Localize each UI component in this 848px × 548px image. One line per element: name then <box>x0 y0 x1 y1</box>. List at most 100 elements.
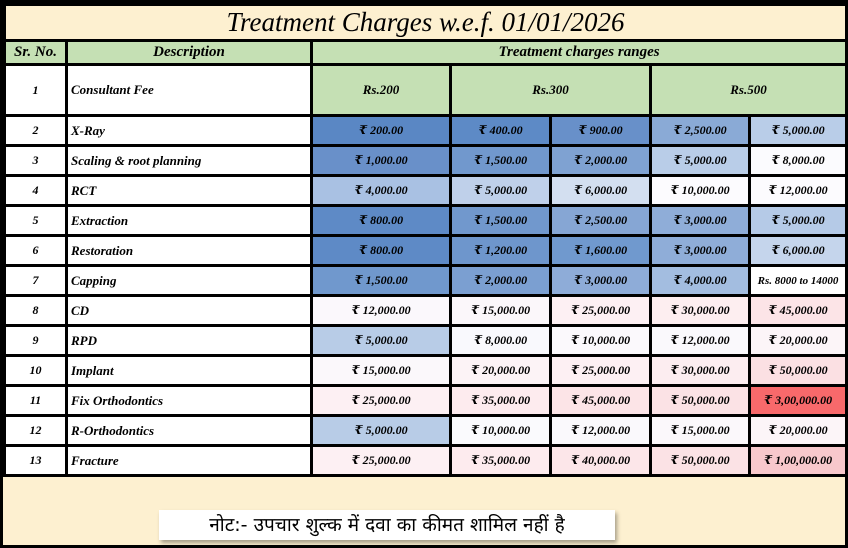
sr-cell: 13 <box>3 444 68 477</box>
charge-cell: ₹ 12,000.00 <box>310 294 452 327</box>
charge-cell: ₹ 3,000.00 <box>649 234 751 267</box>
charge-cell: ₹ 20,000.00 <box>747 324 848 357</box>
charge-cell: ₹ 25,000.00 <box>310 384 452 417</box>
charge-cell: ₹ 1,000.00 <box>310 144 452 177</box>
description-cell: Fix Orthodontics <box>65 384 313 417</box>
charge-cell: ₹ 35,000.00 <box>449 444 552 477</box>
sr-cell: 2 <box>3 114 68 147</box>
rate-cell: Rs.200 <box>310 63 452 117</box>
charge-cell: ₹ 200.00 <box>310 114 452 147</box>
description-cell: RPD <box>65 324 313 357</box>
charge-cell: ₹ 2,500.00 <box>549 204 652 237</box>
charge-cell: ₹ 45,000.00 <box>549 384 652 417</box>
charge-cell: ₹ 4,000.00 <box>649 264 751 297</box>
table-row: 8 CD ₹ 12,000.00 ₹ 15,000.00 ₹ 25,000.00 ₹ 30… <box>3 294 848 327</box>
consultant-fee-row: 1 Consultant Fee Rs.200 Rs.300 Rs.500 <box>3 63 848 117</box>
charge-cell: ₹ 10,000.00 <box>649 174 751 207</box>
charge-cell: ₹ 2,500.00 <box>649 114 751 147</box>
description-cell: R-Orthodontics <box>65 414 313 447</box>
note-box: नोट:- उपचार शुल्क में दवा का कीमत शामिल … <box>159 510 615 540</box>
description-cell: X-Ray <box>65 114 313 147</box>
description-cell: Extraction <box>65 204 313 237</box>
charge-cell: ₹ 12,000.00 <box>649 324 751 357</box>
sr-cell: 6 <box>3 234 68 267</box>
charge-cell: ₹ 12,000.00 <box>747 174 848 207</box>
description-cell: CD <box>65 294 313 327</box>
charge-cell: ₹ 8,000.00 <box>747 144 848 177</box>
table-row: 4 RCT ₹ 4,000.00 ₹ 5,000.00 ₹ 6,000.00 ₹ 10,0… <box>3 174 848 207</box>
page-title: Treatment Charges w.e.f. 01/01/2026 <box>2 3 848 42</box>
sr-cell: 11 <box>3 384 68 417</box>
table-row: 5 Extraction ₹ 800.00 ₹ 1,500.00 ₹ 2,500.00 ₹… <box>3 204 848 237</box>
charge-cell: ₹ 1,00,000.00 <box>747 444 848 477</box>
charge-cell: ₹ 800.00 <box>310 234 452 267</box>
footer: नोट:- उपचार शुल्क में दवा का कीमत शामिल … <box>3 503 845 545</box>
header-row: Sr. No. Description Treatment charges ra… <box>3 39 848 66</box>
charge-cell: ₹ 5,000.00 <box>747 114 848 147</box>
charge-cell: ₹ 1,600.00 <box>549 234 652 267</box>
charge-cell: ₹ 15,000.00 <box>649 414 751 447</box>
sr-cell: 3 <box>3 144 68 177</box>
rate-cell: Rs.300 <box>449 63 652 117</box>
charge-cell: ₹ 25,000.00 <box>549 354 652 387</box>
charge-cell: ₹ 15,000.00 <box>449 294 552 327</box>
charge-cell: ₹ 12,000.00 <box>549 414 652 447</box>
charge-cell: ₹ 3,000.00 <box>649 204 751 237</box>
table-row: 3 Scaling & root planning ₹ 1,000.00 ₹ 1,50… <box>3 144 848 177</box>
charge-cell: ₹ 4,000.00 <box>310 174 452 207</box>
charge-cell: ₹ 25,000.00 <box>549 294 652 327</box>
charge-cell: ₹ 30,000.00 <box>649 294 751 327</box>
charge-cell: ₹ 5,000.00 <box>310 324 452 357</box>
charge-cell: ₹ 3,00,000.00 <box>747 384 848 417</box>
sr-cell: 4 <box>3 174 68 207</box>
table-row: 7 Capping ₹ 1,500.00 ₹ 2,000.00 ₹ 3,000.00 ₹ … <box>3 264 848 297</box>
sr-cell: 8 <box>3 294 68 327</box>
sr-cell: 12 <box>3 414 68 447</box>
header-description: Description <box>65 39 313 66</box>
charge-cell: ₹ 5,000.00 <box>449 174 552 207</box>
rate-cell: Rs.500 <box>648 63 848 117</box>
charge-cell: ₹ 15,000.00 <box>310 354 452 387</box>
charge-cell: ₹ 10,000.00 <box>549 324 652 357</box>
treatment-charges-table: Treatment Charges w.e.f. 01/01/2026 Sr. … <box>2 3 848 477</box>
header-charges-ranges: Treatment charges ranges <box>309 39 848 66</box>
charge-cell: ₹ 2,000.00 <box>549 144 652 177</box>
table-row: 12 R-Orthodontics ₹ 5,000.00 ₹ 10,000.00 ₹ 1… <box>3 414 848 447</box>
table-row: 13 Fracture ₹ 25,000.00 ₹ 35,000.00 ₹ 40,000… <box>3 444 848 477</box>
charge-cell: ₹ 5,000.00 <box>747 204 848 237</box>
charge-cell: ₹ 8,000.00 <box>449 324 552 357</box>
charge-cell: ₹ 5,000.00 <box>649 144 751 177</box>
charge-cell: ₹ 6,000.00 <box>747 234 848 267</box>
charge-cell: ₹ 25,000.00 <box>310 444 452 477</box>
charge-cell: ₹ 2,000.00 <box>449 264 552 297</box>
charge-cell: ₹ 3,000.00 <box>549 264 652 297</box>
title-row: Treatment Charges w.e.f. 01/01/2026 <box>2 3 848 42</box>
charge-cell: ₹ 40,000.00 <box>549 444 652 477</box>
sr-cell: 7 <box>3 264 68 297</box>
description-cell: Restoration <box>65 234 313 267</box>
sr-cell: 9 <box>3 324 68 357</box>
charge-cell: ₹ 1,500.00 <box>449 144 552 177</box>
table-row: 9 RPD ₹ 5,000.00 ₹ 8,000.00 ₹ 10,000.00 ₹ 12,… <box>3 324 848 357</box>
sr-cell: 10 <box>3 354 68 387</box>
charge-cell: Rs. 8000 to 14000 <box>747 264 848 297</box>
description-cell: Fracture <box>65 444 313 477</box>
description-cell: Consultant Fee <box>65 63 313 117</box>
description-cell: RCT <box>65 174 313 207</box>
charge-cell: ₹ 400.00 <box>449 114 552 147</box>
charge-cell: ₹ 800.00 <box>310 204 452 237</box>
charge-cell: ₹ 1,200.00 <box>449 234 552 267</box>
description-cell: Implant <box>65 354 313 387</box>
charge-cell: ₹ 900.00 <box>549 114 652 147</box>
description-cell: Scaling & root planning <box>65 144 313 177</box>
charge-cell: ₹ 45,000.00 <box>747 294 848 327</box>
charge-cell: ₹ 10,000.00 <box>449 414 552 447</box>
charge-cell: ₹ 20,000.00 <box>449 354 552 387</box>
table-row: 11 Fix Orthodontics ₹ 25,000.00 ₹ 35,000.00… <box>3 384 848 417</box>
table-row: 6 Restoration ₹ 800.00 ₹ 1,200.00 ₹ 1,600.00… <box>3 234 848 267</box>
charge-cell: ₹ 1,500.00 <box>310 264 452 297</box>
header-sr-no: Sr. No. <box>3 39 68 66</box>
charge-cell: ₹ 6,000.00 <box>549 174 652 207</box>
charge-cell: ₹ 50,000.00 <box>747 354 848 387</box>
